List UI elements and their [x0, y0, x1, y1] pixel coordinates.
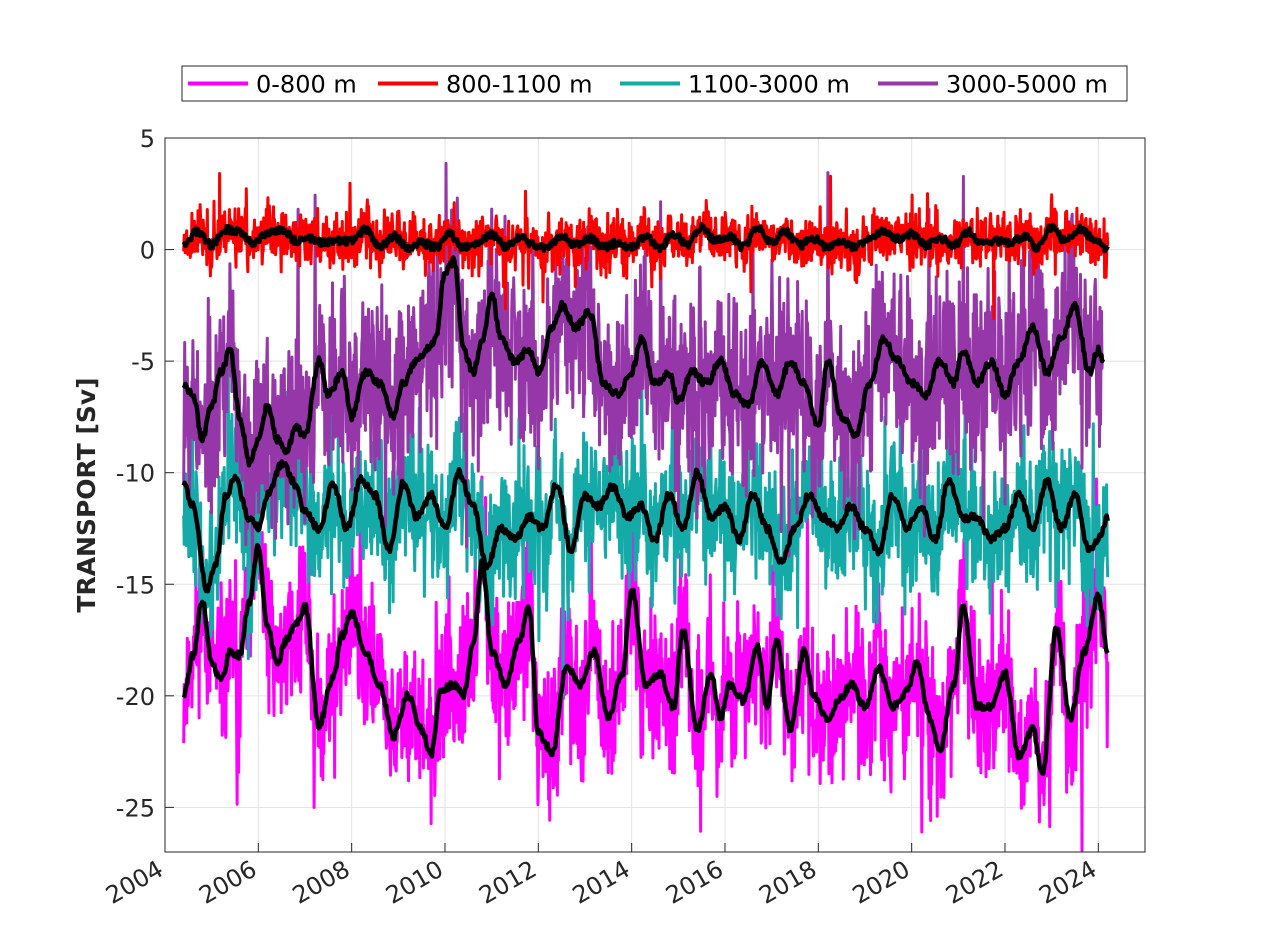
y-axis-ticks: 5 0 -5 -10 -15 -20 -25	[116, 125, 174, 822]
plot-frame	[164, 137, 1146, 853]
legend-label: 0-800 m	[256, 71, 357, 99]
legend-label: 3000-5000 m	[946, 71, 1108, 99]
y-tick-label: 0	[140, 237, 155, 265]
smoothed-series-line	[181, 459, 1110, 594]
legend: 0-800 m 800-1100 m 1100-3000 m 3000-5000 m	[181, 65, 1128, 102]
legend-label: 1100-3000 m	[688, 71, 850, 99]
y-tick-label: -15	[116, 571, 155, 599]
y-tick-label: -20	[116, 683, 155, 711]
smoothed-series-group	[181, 222, 1110, 776]
y-tick-label: 5	[140, 125, 155, 153]
y-axis-label: TRANSPORT [Sv]	[72, 377, 101, 612]
smoothed-series-line	[181, 222, 1110, 254]
y-tick-label: -25	[116, 794, 155, 822]
smoothed-series-line	[181, 255, 1106, 468]
smoothed-series-line	[181, 542, 1110, 776]
raw-series-line	[182, 161, 1104, 569]
raw-series-line	[182, 318, 1110, 699]
y-tick-label: -5	[131, 348, 155, 376]
y-tick-label: -10	[116, 460, 155, 488]
legend-label: 800-1100 m	[446, 71, 593, 99]
